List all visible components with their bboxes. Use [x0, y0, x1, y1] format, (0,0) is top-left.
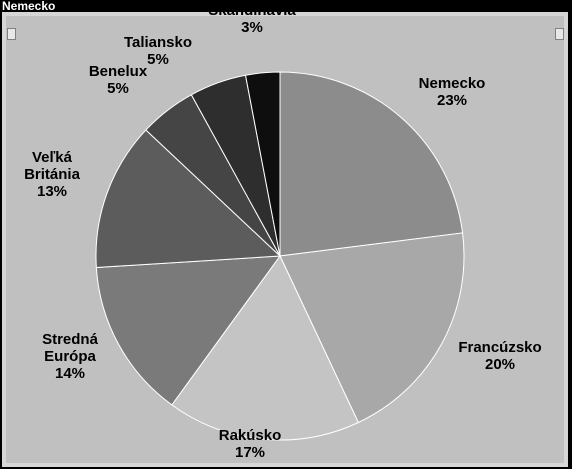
slice-label-3: Stredná Európa 14%	[42, 331, 99, 382]
slice-percent: 17%	[235, 444, 265, 461]
slice-name: Škandinávia	[208, 1, 296, 19]
pie-slices	[95, 71, 465, 441]
scroll-up-button-right[interactable]	[555, 28, 564, 40]
slice-label-5: Benelux 5%	[89, 63, 148, 97]
slice-name: Stredná	[42, 331, 99, 348]
slice-name: Británia	[24, 166, 81, 183]
slice-label-4: Veľká Británia 13%	[24, 149, 81, 200]
slice-percent: 5%	[147, 51, 169, 68]
slice-percent: 3%	[241, 19, 263, 36]
slice-label-6: Taliansko 5%	[124, 34, 192, 68]
slice-name: Rakúsko	[219, 427, 282, 444]
pie-slice-4	[95, 129, 282, 269]
slice-name: Veľká	[32, 149, 73, 166]
window-title: Nemecko	[0, 0, 572, 14]
slice-name: Benelux	[89, 63, 148, 80]
slice-percent: 20%	[485, 356, 515, 373]
pie-slice-0	[279, 71, 464, 257]
slice-label-2: Rakúsko 17%	[219, 427, 282, 461]
pie-slice-7	[244, 71, 281, 257]
slice-percent: 5%	[107, 80, 129, 97]
slice-name: Taliansko	[124, 34, 192, 51]
pie-slice-1	[279, 232, 465, 424]
slice-label-1: Francúzsko 20%	[458, 339, 541, 373]
pie-labels: Nemecko 23% Francúzsko 20% Rakúsko 17% Stredná…	[24, 1, 542, 461]
scroll-up-button[interactable]	[7, 28, 16, 40]
pie-slice-2	[171, 255, 360, 441]
slice-name: Francúzsko	[458, 339, 541, 356]
slice-label-0: Nemecko 23%	[419, 75, 486, 109]
slice-percent: 13%	[37, 183, 67, 200]
slice-percent: 23%	[437, 92, 467, 109]
slice-name: Európa	[44, 348, 96, 365]
slice-label-7: Škandinávia 3%	[208, 1, 296, 36]
pie-slice-3	[95, 255, 282, 406]
slice-name: Nemecko	[419, 75, 486, 92]
slice-percent: 14%	[55, 365, 85, 382]
